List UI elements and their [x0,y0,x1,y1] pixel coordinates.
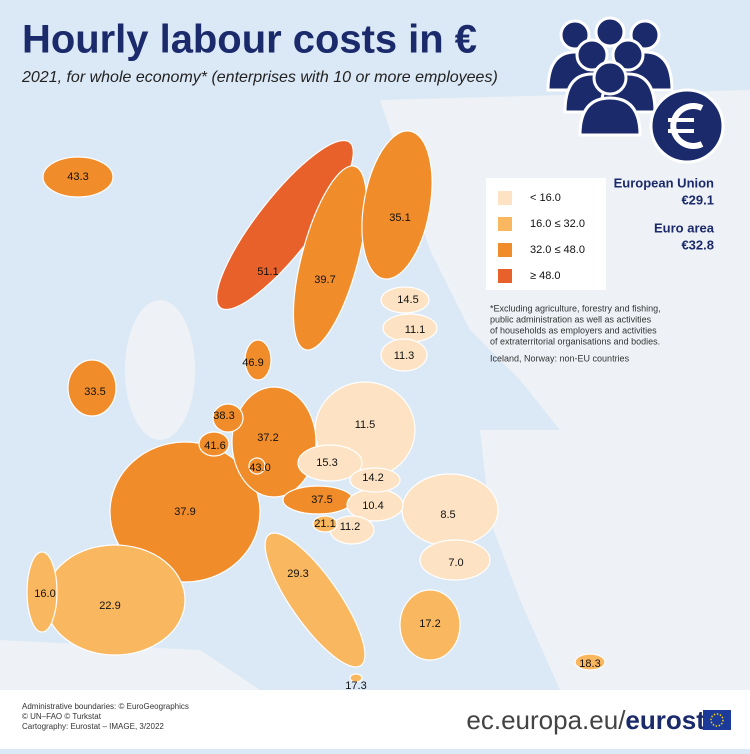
region [312,515,338,533]
region-value: 15.3 [316,457,337,469]
region [361,130,433,280]
subtitle: 2021, for whole economy* (enterprises wi… [21,69,498,86]
legend-swatch [498,217,512,231]
region [264,532,366,668]
url: ec.europa.eu/ [466,705,626,735]
region-value: 17.3 [345,680,366,692]
region-value: 8.5 [440,509,455,521]
region-value: 16.0 [34,588,55,600]
region [212,403,244,433]
land-africa [0,640,260,690]
credits: Administrative boundaries: © EuroGeograp… [22,702,189,731]
region [399,589,461,661]
summary: European Union €29.1 Euro area €32.8 [614,175,715,252]
region [292,165,368,351]
note: public administration as well as activit… [490,314,652,324]
region-value: 37.5 [311,494,332,506]
region-value: 43.3 [67,171,88,183]
legend-swatch [498,243,512,257]
legend-label: ≥ 48.0 [530,270,561,282]
region-value: 14.5 [397,294,418,306]
credit: Cartography: Eurostat – IMAGE, 3/2022 [22,722,164,731]
region-value: 10.4 [362,500,383,512]
region [349,467,401,493]
legend-label: < 16.0 [530,192,561,204]
summary-value: €32.8 [681,237,714,252]
summary-label: European Union [614,175,714,190]
region [419,539,491,581]
region [67,359,117,417]
credit: © UN–FAO © Turkstat [22,712,102,721]
legend-swatch [498,191,512,205]
regions [26,130,606,683]
region-value: 18.3 [579,658,600,670]
region-value: 43.0 [249,462,270,474]
region-value: 11.2 [340,521,361,533]
summary-value: €29.1 [681,192,714,207]
region-value: 39.7 [314,274,335,286]
region [198,431,230,457]
region-value: 11.3 [394,350,415,362]
region [380,338,428,372]
note: *Excluding agriculture, forestry and fis… [490,303,661,313]
region [26,551,58,633]
note: of extraterritorial organisations and bo… [490,336,660,346]
region-value: 11.1 [405,324,426,336]
land-uk [125,300,195,440]
region [42,156,114,198]
summary-label: Euro area [654,220,715,235]
legend: < 16.0 16.0 ≤ 32.0 32.0 ≤ 48.0 ≥ 48.0 [498,191,585,283]
note: Iceland, Norway: non-EU countries [490,353,630,363]
land-southeast [480,430,750,690]
notes: *Excluding agriculture, forestry and fis… [490,303,661,363]
legend-label: 16.0 ≤ 32.0 [530,218,585,230]
region [574,653,606,671]
region [248,457,266,475]
region-value: 33.5 [84,386,105,398]
region-value: 29.3 [287,568,308,580]
region-value: 35.1 [389,212,410,224]
region-value: 37.9 [174,506,195,518]
region-value: 21.1 [314,518,335,530]
credit: Administrative boundaries: © EuroGeograp… [22,702,189,711]
region [297,444,363,482]
region-labels: 43.3 51.1 39.7 35.1 14.5 11.1 11.3 46.9 33.5 38.3… [34,171,600,692]
footer-band [0,690,750,749]
region-value: 41.6 [204,440,225,452]
region [349,673,363,683]
region-value: 14.2 [362,472,383,484]
region-value: 37.2 [257,432,278,444]
region-value: 22.9 [99,600,120,612]
title: Hourly labour costs in € [22,18,477,62]
people-icon [546,16,674,137]
legend-swatch [498,269,512,283]
region [380,286,430,314]
region-value: 51.1 [257,266,278,278]
footer-url: ec.europa.eu/eurostat [466,705,728,735]
region [244,339,272,381]
legend-label: 32.0 ≤ 48.0 [530,244,585,256]
region-value: 7.0 [448,557,463,569]
eu-flag [703,710,731,730]
region-value: 11.5 [355,419,376,431]
euro-icon [649,88,725,164]
region-value: 17.2 [419,618,440,630]
region-value: 46.9 [242,357,263,369]
region [109,441,261,583]
region-value: 38.3 [213,410,234,422]
note: of households as employers and activitie… [490,325,657,335]
